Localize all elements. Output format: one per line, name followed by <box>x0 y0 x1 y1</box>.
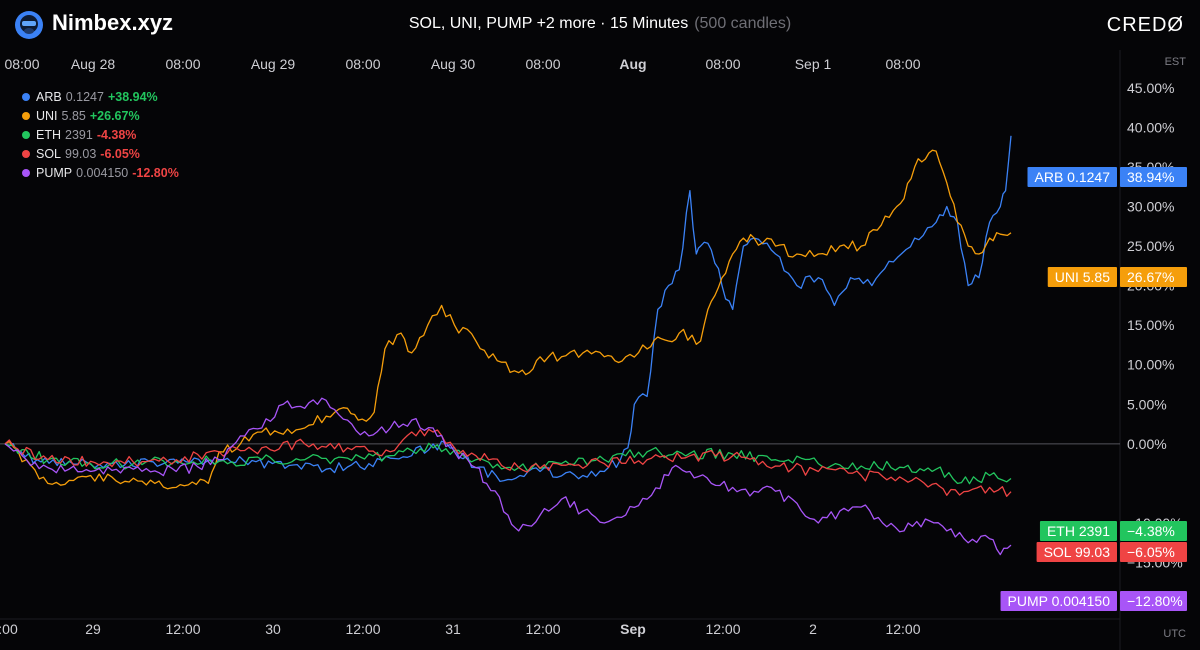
bottom-time-tick: 29 <box>85 621 101 637</box>
bottom-time-tick: 31 <box>445 621 461 637</box>
top-time-tick: 08:00 <box>525 56 560 72</box>
price-tag-uni: UNI 5.85 26.67% <box>1047 267 1187 287</box>
y-tick-label: 5.00% <box>1127 396 1167 412</box>
legend-name: PUMP <box>36 166 73 180</box>
legend-dot-icon <box>22 169 30 177</box>
price-tag-label: ETH 2391 <box>1047 523 1110 539</box>
legend-price: 0.1247 <box>65 90 104 104</box>
y-tick-label: 25.00% <box>1127 238 1174 254</box>
bottom-time-tick: 2 <box>809 621 817 637</box>
price-tag-label-box <box>1027 167 1117 187</box>
bottom-time-tick: 12:00 <box>165 621 200 637</box>
legend-row-uni[interactable]: UNI 5.85 +26.67% <box>22 107 179 126</box>
legend-name: SOL <box>36 147 62 161</box>
top-time-tick: 08:00 <box>345 56 380 72</box>
legend-row-sol[interactable]: SOL 99.03 -6.05% <box>22 145 179 164</box>
price-tag-sol: SOL 99.03 −6.05% <box>1036 542 1187 562</box>
series-line-uni[interactable] <box>4 149 1012 490</box>
series-line-arb[interactable] <box>4 135 1012 483</box>
top-time-tick: 08:00 <box>885 56 920 72</box>
legend-row-pump[interactable]: PUMP 0.004150 -12.80% <box>22 164 179 183</box>
chart-background <box>0 50 1200 650</box>
bottom-time-tick: 12:00 <box>885 621 920 637</box>
y-tick-label: 10.00% <box>1127 357 1174 373</box>
top-time-tick: Aug 28 <box>71 56 116 72</box>
legend-price: 99.03 <box>65 147 97 161</box>
price-tag-value-box <box>1120 542 1187 562</box>
price-tag-label: PUMP 0.004150 <box>1008 593 1111 609</box>
legend-change: -6.05% <box>100 147 140 161</box>
price-tag-arb: ARB 0.1247 38.94% <box>1027 167 1187 187</box>
price-tag-value: 38.94% <box>1127 169 1174 185</box>
legend-change: -12.80% <box>132 166 179 180</box>
legend-row-arb[interactable]: ARB 0.1247 +38.94% <box>22 88 179 107</box>
bottom-time-tick: 12:00 <box>705 621 740 637</box>
bottom-time-tick: 30 <box>265 621 281 637</box>
price-tag-value: −12.80% <box>1127 593 1183 609</box>
legend-change: +26.67% <box>89 109 140 123</box>
gorilla-logo-icon <box>15 11 43 39</box>
legend-change: -4.38% <box>96 128 137 142</box>
top-time-tick: Aug 30 <box>431 56 476 72</box>
price-tag-label-box <box>1047 267 1117 287</box>
chart-legend: ARB 0.1247 +38.94% UNI 5.85 +26.67% ETH 2391 -4.… <box>22 88 179 183</box>
price-tag-label: SOL 99.03 <box>1044 544 1111 560</box>
y-tick-label: 15.00% <box>1127 317 1174 333</box>
series-line-pump[interactable] <box>4 397 1012 556</box>
y-tick-label: 30.00% <box>1127 199 1174 215</box>
price-chart[interactable]: 08:00 Aug 28 08:00 Aug 29 08:00 Aug 30 08:00 Au… <box>0 50 1200 650</box>
price-tag-label: ARB 0.1247 <box>1035 169 1111 185</box>
legend-price: 0.004150 <box>76 166 129 180</box>
legend-row-eth[interactable]: ETH 2391 -4.38% <box>22 126 179 145</box>
price-tag-label-box <box>1039 521 1117 541</box>
y-tick-label: 0.00% <box>1127 436 1167 452</box>
chart-title: SOL, UNI, PUMP +2 more · 15 Minutes (500 … <box>0 15 1200 33</box>
candle-count: (500 candles) <box>694 15 792 32</box>
credo-logo: CREDØ <box>1106 14 1184 36</box>
series-line-sol[interactable] <box>4 428 1012 497</box>
legend-name: ARB <box>36 90 62 104</box>
legend-name: UNI <box>36 109 58 123</box>
price-tag-label-box <box>1036 542 1117 562</box>
bottom-time-tick: Sep <box>620 621 646 637</box>
timezone-top-label: EST <box>1165 56 1187 68</box>
timezone-bottom-label: UTC <box>1163 628 1186 640</box>
top-time-tick: Sep 1 <box>795 56 832 72</box>
price-tag-value: −6.05% <box>1127 544 1175 560</box>
bottom-time-tick: 12:00 <box>345 621 380 637</box>
legend-name: ETH <box>36 128 61 142</box>
price-tag-value: −4.38% <box>1127 523 1175 539</box>
y-tick-label: 45.00% <box>1127 80 1174 96</box>
legend-price: 5.85 <box>61 109 86 123</box>
price-tag-label-box <box>1000 591 1117 611</box>
top-time-tick: Aug <box>619 56 646 72</box>
legend-price: 2391 <box>65 128 93 142</box>
top-time-tick: Aug 29 <box>251 56 296 72</box>
legend-change: +38.94% <box>107 90 158 104</box>
bottom-time-tick: 12:00 <box>525 621 560 637</box>
top-time-tick: 08:00 <box>4 56 39 72</box>
price-tag-label: UNI 5.85 <box>1055 269 1110 285</box>
bottom-time-tick: :00 <box>0 621 18 637</box>
top-time-tick: 08:00 <box>165 56 200 72</box>
price-tag-value: 26.67% <box>1127 269 1174 285</box>
price-tag-value-box <box>1120 167 1187 187</box>
y-tick-label: 40.00% <box>1127 119 1174 135</box>
price-tag-value-box <box>1120 521 1187 541</box>
brand-name: Nimbex.xyz <box>52 10 174 35</box>
top-time-tick: 08:00 <box>705 56 740 72</box>
price-tag-value-box <box>1120 591 1187 611</box>
top-bar: Nimbex.xyz SOL, UNI, PUMP +2 more · 15 M… <box>0 0 1200 50</box>
legend-dot-icon <box>22 112 30 120</box>
price-tag-eth: ETH 2391 −4.38% <box>1039 521 1187 541</box>
legend-dot-icon <box>22 93 30 101</box>
price-tag-pump: PUMP 0.004150 −12.80% <box>1000 591 1187 611</box>
legend-dot-icon <box>22 150 30 158</box>
chart-title-text: SOL, UNI, PUMP +2 more · 15 Minutes <box>408 15 689 32</box>
legend-dot-icon <box>22 131 30 139</box>
price-tag-value-box <box>1120 267 1187 287</box>
